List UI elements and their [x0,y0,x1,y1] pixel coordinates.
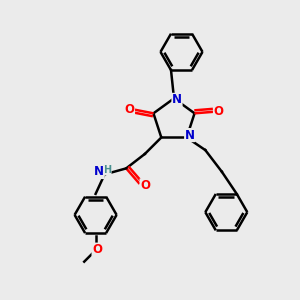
Text: O: O [92,243,102,256]
Text: O: O [124,103,134,116]
Text: O: O [214,105,224,118]
Text: O: O [140,179,150,192]
Text: N: N [185,129,195,142]
Text: N: N [94,166,104,178]
Text: N: N [172,93,182,106]
Text: H: H [103,165,111,175]
